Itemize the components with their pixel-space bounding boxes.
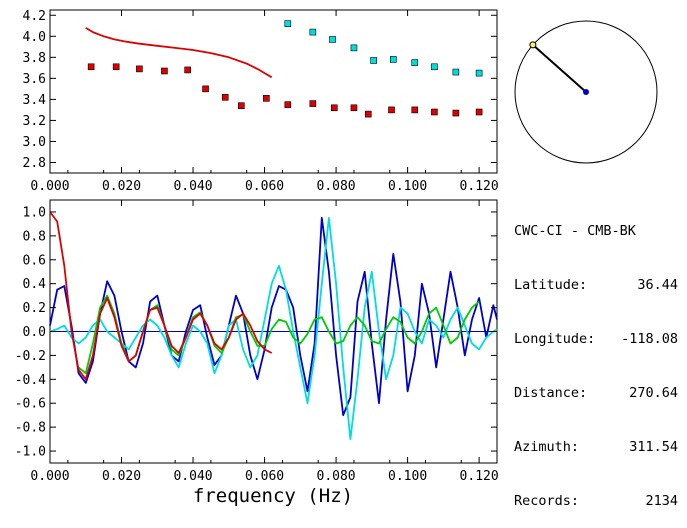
top-series-2-point: [350, 44, 358, 52]
y-tick-label: 4.2: [23, 9, 46, 24]
top-series-2-point: [370, 57, 377, 64]
top-series-0-line: [85, 27, 273, 79]
top-series-1-point: [411, 106, 419, 114]
y-tick-label: 3.6: [23, 72, 46, 87]
top-plot-marks: [85, 20, 483, 118]
x-tick-label: 0.000: [30, 179, 69, 194]
info-label: Records:: [514, 493, 580, 509]
top-plot-axes: 0.000 0.020 0.040 0.060 0.080 0.100 0.120 2.8 3.…: [23, 9, 499, 194]
azimuth-line: [532, 44, 587, 93]
y-tick-label: 0.8: [23, 229, 46, 244]
top-series-1-point: [284, 101, 292, 108]
top-series-1-point: [452, 109, 460, 117]
azimuth-compass: [514, 20, 658, 164]
y-tick-label: 3.2: [23, 114, 46, 129]
bottom-plot-axes: 0.000 0.020 0.040 0.060 0.080 0.100 0.120 1.0 0.…: [15, 200, 499, 484]
y-tick-label: 1.0: [23, 205, 46, 220]
info-value: -118.08: [621, 331, 678, 347]
top-series-2-point: [284, 20, 292, 27]
top-series-1-point: [112, 63, 120, 71]
x-tick-label: 0.120: [460, 179, 499, 194]
top-panel: 0.000 0.020 0.040 0.060 0.080 0.100 0.120 2.8 3.…: [23, 9, 499, 194]
y-tick-label: -0.2: [15, 349, 46, 364]
x-tick-label: 0.060: [245, 179, 284, 194]
info-row-azimuth: Azimuth: 311.54: [514, 438, 678, 456]
x-tick-label: 0.020: [102, 469, 141, 484]
y-tick-label: 0.2: [23, 301, 46, 316]
station-center-dot: [583, 89, 589, 95]
bottom-series-0-line: [49, 216, 498, 417]
top-series-1-point: [136, 65, 143, 73]
y-tick-label: -0.4: [15, 373, 46, 388]
bottom-x-axis-label: frequency (Hz): [193, 485, 353, 507]
y-tick-label: 3.8: [23, 51, 46, 66]
top-series-1-point: [221, 93, 229, 101]
top-plot-frame: [49, 9, 498, 174]
top-series-1-point: [431, 108, 438, 116]
top-series-1-point: [309, 100, 317, 107]
info-label: Azimuth:: [514, 439, 580, 455]
x-tick-label: 0.040: [173, 469, 212, 484]
x-tick-label: 0.100: [388, 179, 427, 194]
station-info-panel: CWC-CI - CMB-BK Latitude: 36.44 Longitude…: [514, 186, 678, 528]
bottom-series-3-line: [49, 211, 273, 381]
x-tick-label: 0.000: [30, 469, 69, 484]
y-tick-label: 3.4: [23, 93, 47, 108]
top-series-1-point: [388, 106, 395, 114]
y-tick-label: 3.0: [23, 135, 46, 150]
top-series-2-point: [452, 68, 460, 76]
top-series-2-point: [431, 63, 438, 71]
top-series-1-point: [350, 104, 358, 112]
info-value: 2134: [645, 493, 678, 509]
top-series-2-point: [389, 56, 397, 63]
y-tick-label: 0.4: [23, 277, 47, 292]
compass-circle: [514, 20, 658, 164]
top-series-1-point: [238, 102, 245, 109]
info-row-longitude: Longitude: -118.08: [514, 330, 678, 348]
top-series-2-point: [329, 36, 336, 43]
bottom-series-1-line: [49, 216, 498, 441]
top-series-1-point: [330, 104, 338, 112]
bottom-panel: 0.000 0.020 0.040 0.060 0.080 0.100 0.120 1.0 0.…: [15, 199, 499, 507]
y-tick-label: -1.0: [15, 445, 46, 460]
y-tick-label: 4.0: [23, 30, 46, 45]
y-tick-label: 0.0: [23, 325, 46, 340]
top-series-1-point: [364, 110, 372, 118]
top-series-2-point: [309, 28, 317, 36]
y-tick-label: -0.6: [15, 397, 46, 412]
x-tick-label: 0.040: [173, 179, 212, 194]
top-series-2-point: [475, 69, 483, 77]
top-series-1-point: [161, 67, 168, 75]
info-row-latitude: Latitude: 36.44: [514, 276, 678, 294]
x-tick-label: 0.120: [460, 469, 499, 484]
y-tick-label: 0.6: [23, 253, 46, 268]
top-series-1-point: [263, 95, 270, 102]
top-series-1-point: [475, 108, 483, 116]
info-row-records: Records: 2134: [514, 492, 678, 510]
info-label: Latitude:: [514, 277, 588, 293]
top-series-2-point: [411, 59, 419, 66]
station-pair-label: CWC-CI - CMB-BK: [514, 223, 636, 239]
info-value: 311.54: [629, 439, 678, 455]
info-value: 270.64: [629, 385, 678, 401]
bottom-plot-marks: [49, 211, 498, 441]
azimuth-endpoint: [529, 41, 537, 49]
top-series-1-point: [202, 85, 209, 93]
y-tick-label: 2.8: [23, 156, 46, 171]
x-tick-label: 0.080: [317, 179, 356, 194]
info-value: 36.44: [637, 277, 678, 293]
top-series-1-point: [87, 63, 95, 71]
top-series-1-point: [184, 66, 191, 74]
info-row-distance: Distance: 270.64: [514, 384, 678, 402]
x-tick-label: 0.020: [102, 179, 141, 194]
info-label: Longitude:: [514, 331, 596, 347]
info-label: Distance:: [514, 385, 588, 401]
x-tick-label: 0.080: [317, 469, 356, 484]
x-tick-label: 0.060: [245, 469, 284, 484]
x-tick-label: 0.100: [388, 469, 427, 484]
y-tick-label: -0.8: [15, 421, 46, 436]
